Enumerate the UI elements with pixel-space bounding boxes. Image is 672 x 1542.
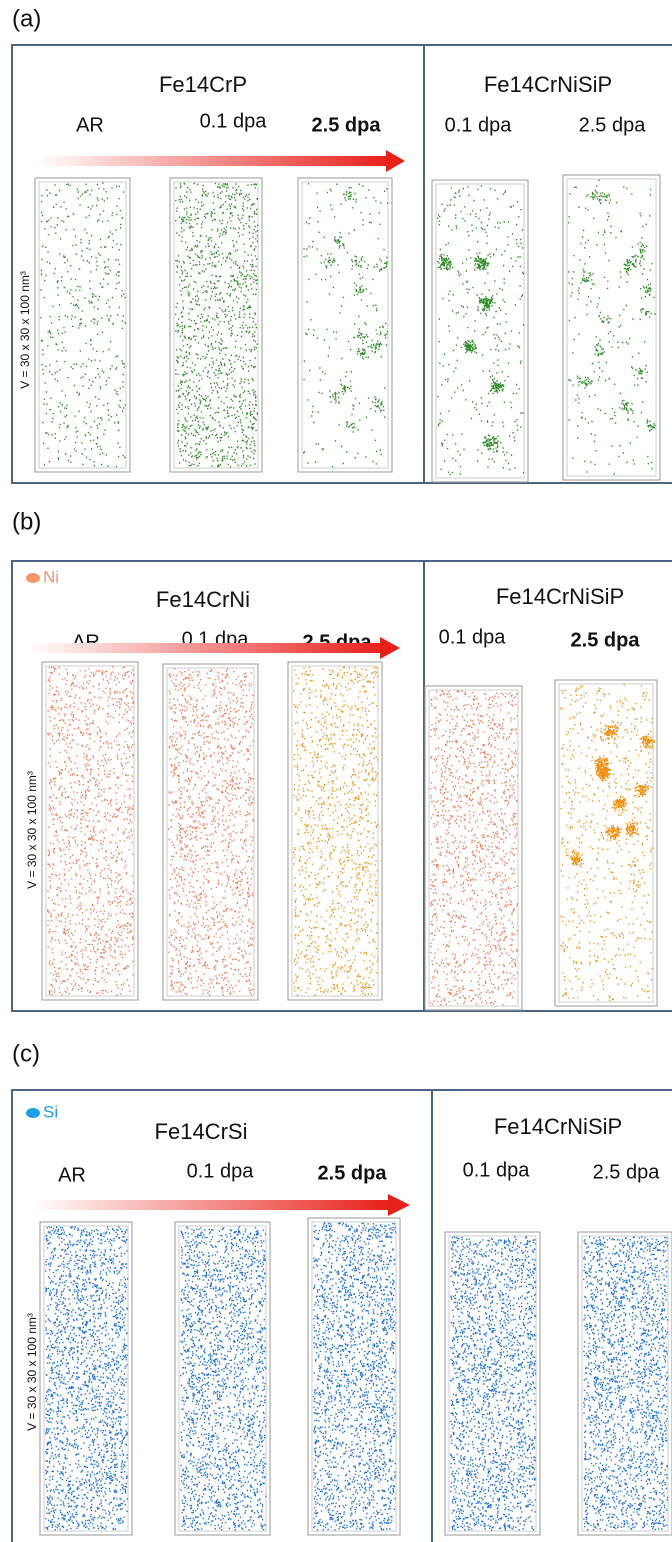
panel-frame	[11, 1089, 672, 1542]
atoms	[175, 182, 259, 468]
map-box-inner	[166, 667, 255, 997]
group-title: Fe14CrNi	[156, 587, 250, 612]
group-title: Fe14CrNiSiP	[496, 584, 624, 609]
panel-label: (c)	[12, 1040, 40, 1067]
arrow	[32, 1200, 390, 1210]
volume-label: V = 30 x 30 x 100 nm³	[25, 1313, 39, 1431]
atom-map	[562, 174, 661, 481]
atom-map	[162, 663, 259, 1001]
arrow-head	[386, 150, 405, 172]
map-box	[34, 177, 131, 473]
map-box-inner	[448, 1235, 537, 1532]
panel-c: (c) Si Fe14CrSi AR 0.1 dpa 2.5 dpa Fe14C…	[11, 1040, 672, 1542]
map-box-inner	[43, 1225, 129, 1532]
atoms	[568, 179, 656, 475]
condition: 2.5 dpa	[312, 114, 382, 136]
atoms	[303, 183, 389, 468]
condition: 2.5 dpa	[579, 114, 647, 136]
condition: 0.1 dpa	[445, 114, 513, 136]
atom-map	[174, 1221, 271, 1536]
atom-map	[39, 1221, 133, 1536]
atoms	[583, 1236, 669, 1531]
atoms	[45, 1226, 129, 1531]
atoms	[40, 182, 126, 468]
map-box-inner	[428, 689, 519, 1007]
condition: 0.1 dpa	[439, 626, 507, 648]
atoms	[437, 185, 525, 476]
atoms	[313, 1222, 397, 1531]
map-box-inner	[173, 181, 259, 469]
arrow-head	[380, 637, 400, 659]
map-box-inner	[38, 181, 127, 469]
map-box-inner	[311, 1221, 397, 1532]
atom-maps	[34, 174, 672, 1536]
atom-map	[431, 179, 529, 483]
map-box-inner	[301, 181, 389, 469]
atom-map	[424, 685, 523, 1011]
map-box-inner	[581, 1235, 669, 1532]
condition: AR	[76, 114, 104, 136]
legend-dot	[26, 573, 40, 583]
map-box-inner	[566, 178, 657, 477]
arrow	[30, 643, 382, 653]
atom-map	[297, 177, 393, 473]
condition: 0.1 dpa	[463, 1159, 531, 1181]
atom-map	[169, 177, 263, 473]
panel-a: (a) Fe14CrP AR 0.1 dpa 2.5 dpa Fe14CrNiS…	[11, 5, 672, 484]
panel-frame	[11, 560, 672, 1012]
map-box	[431, 179, 529, 483]
panel-label: (a)	[12, 5, 41, 32]
atoms	[293, 666, 379, 996]
map-box-inner	[435, 183, 525, 479]
atoms	[430, 690, 519, 1006]
condition: 2.5 dpa	[571, 629, 641, 651]
map-box	[297, 177, 393, 473]
map-box	[169, 177, 263, 473]
condition: 0.1 dpa	[200, 110, 268, 132]
group-title: Fe14CrNiSiP	[494, 1114, 622, 1139]
group-title: Fe14CrSi	[155, 1119, 248, 1144]
map-box-inner	[291, 665, 379, 997]
volume-label: V = 30 x 30 x 100 nm³	[18, 271, 32, 389]
atoms	[180, 1226, 267, 1531]
atom-map	[444, 1231, 541, 1536]
condition: 2.5 dpa	[593, 1161, 661, 1183]
condition: 2.5 dpa	[318, 1162, 388, 1184]
panel-frame	[11, 44, 672, 484]
volume-label: V = 30 x 30 x 100 nm³	[25, 771, 39, 889]
atom-map	[577, 1231, 672, 1536]
atoms	[168, 668, 255, 996]
condition: 0.1 dpa	[187, 1160, 255, 1182]
map-box	[162, 663, 259, 1001]
arrow	[38, 156, 388, 166]
atom-map	[307, 1217, 401, 1536]
atoms	[560, 684, 655, 1001]
condition: AR	[58, 1164, 86, 1186]
group-title: Fe14CrNiSiP	[484, 72, 612, 97]
panel-label: (b)	[12, 508, 41, 535]
atom-map	[34, 177, 131, 473]
atom-map	[41, 661, 139, 1001]
map-box-inner	[558, 683, 654, 1003]
atom-map	[287, 661, 383, 1001]
legend-label: Si	[43, 1102, 58, 1121]
map-box	[287, 661, 383, 1001]
map-box-inner	[178, 1225, 267, 1532]
atom-map	[554, 679, 658, 1007]
atoms	[450, 1236, 537, 1531]
map-box	[562, 174, 661, 481]
map-box-inner	[45, 665, 135, 997]
legend-dot	[26, 1108, 40, 1118]
group-title: Fe14CrP	[159, 72, 247, 97]
atoms	[47, 666, 135, 996]
legend-label: Ni	[43, 567, 59, 586]
arrow-head	[388, 1194, 410, 1216]
panel-b: (b) Ni Fe14CrNi AR 0.1 dpa 2.5 dpa Fe14C…	[11, 508, 672, 1012]
